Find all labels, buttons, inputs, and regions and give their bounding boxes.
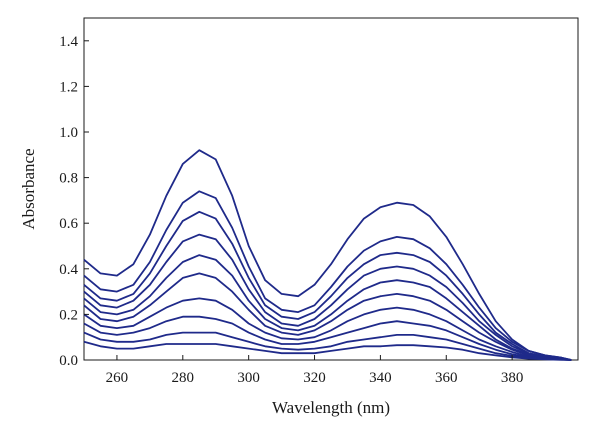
absorbance-curve-10 [83,340,572,361]
absorbance-curve-4 [83,233,572,361]
absorbance-curve-9 [83,331,572,361]
y-axis-label: Absorbance [19,148,38,229]
x-tick-label: 260 [106,370,129,386]
x-axis-label: Wavelength (nm) [272,398,390,417]
absorbance-curve-8 [83,315,572,361]
absorbance-curve-5 [83,254,572,361]
absorbance-curve-6 [83,272,572,361]
y-tick-label: 0.4 [59,262,78,278]
series-group [83,149,572,361]
y-tick-label: 0.6 [59,216,78,232]
absorbance-curve-1 [83,149,572,361]
absorbance-curve-7 [83,297,572,361]
y-tick-label: 1.4 [59,34,78,50]
plot-frame [83,17,579,361]
y-tick-label: 1.0 [59,125,78,141]
absorbance-curve-2 [83,190,572,361]
tick-group: 260 280 300 320 340 360 380 0.0 0.2 0.4 0.6 0.8 1.0 1… [59,34,523,386]
x-tick-label: 340 [369,370,392,386]
x-tick-label: 280 [172,370,195,386]
y-tick-label: 0.2 [59,307,78,323]
x-tick-label: 360 [435,370,458,386]
y-tick-label: 0.8 [59,171,78,187]
y-tick-label: 0.0 [59,353,78,369]
x-tick-label: 300 [237,370,260,386]
x-tick-label: 320 [303,370,326,386]
x-tick-label: 380 [501,370,524,386]
y-tick-label: 1.2 [59,79,78,95]
absorbance-curve-3 [83,210,572,361]
